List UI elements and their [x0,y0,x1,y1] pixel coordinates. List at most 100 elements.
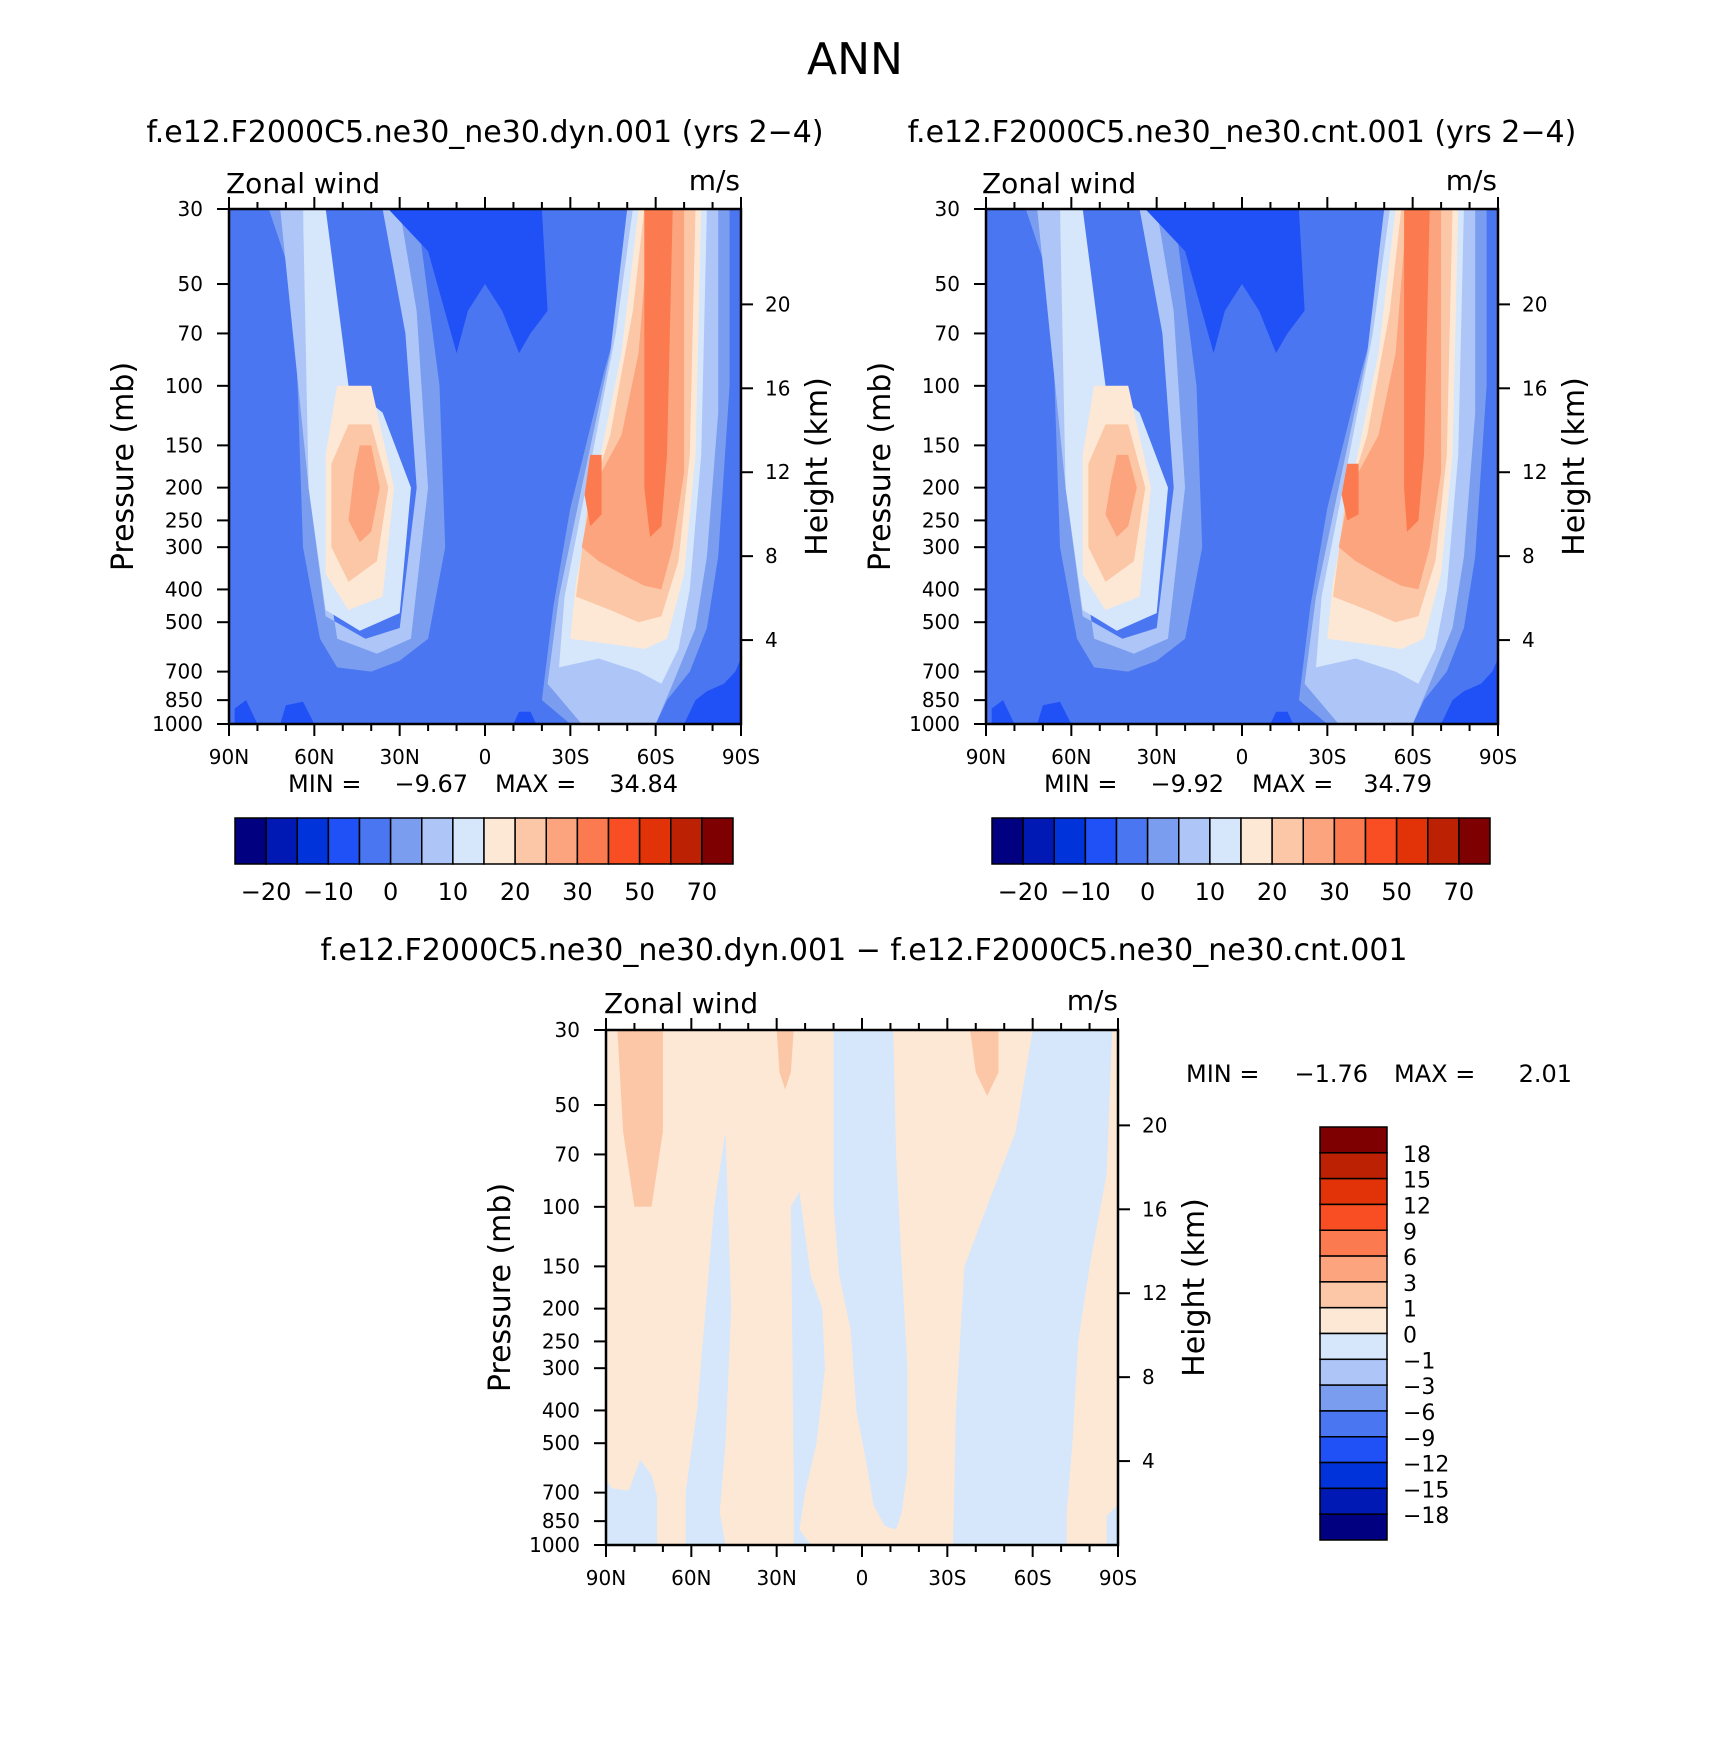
panel-diff-xtick-label: 0 [856,1566,869,1590]
panel-cnt-field [986,209,1498,724]
panel-cnt-ylabel-right: Height (km) [1557,377,1592,556]
panel-cnt-units: m/s [1446,164,1497,197]
panel-cnt-ytick-label: 1000 [909,712,960,736]
panel-diff-ytick-label: 70 [555,1142,580,1166]
panel-dyn-plot: 90N 60N 30N 0 30S 60S 90S 30 50 70 100 150 200 250 300… [106,197,835,769]
panel-dyn-ytick-label: 700 [165,660,203,684]
panel-dyn-ytick-label: 300 [165,535,203,559]
panel-diff-ytick-label: 30 [555,1018,580,1042]
panel-cnt: f.e12.F2000C5.ne30_ne30.cnt.001 (yrs 2−4… [863,115,1592,906]
panel-diff-ytick-label: 400 [542,1398,580,1422]
panel-diff-colorbar-label: −18 [1403,1504,1449,1529]
panel-diff-htick-label: 20 [1142,1113,1167,1137]
panel-cnt-colorbar-label: 30 [1319,878,1350,906]
panel-dyn-colorbar-box [607,817,641,865]
panel-dyn-colorbar-box [327,817,361,865]
panel-cnt-ytick-label: 300 [922,535,960,559]
panel-diff-band-7-5 [1106,1504,1118,1545]
panel-dyn-colorbar-box [265,817,298,865]
panel-diff-xtick-label: 60S [1014,1566,1052,1590]
panel-dyn-variable: Zonal wind [226,167,380,200]
panel-dyn-colorbar-box [545,817,579,865]
panel-cnt-xtick-label: 60N [1051,745,1091,769]
panel-dyn-ytick-label: 250 [165,508,203,532]
panel-diff-colorbar-label: 15 [1403,1169,1431,1194]
panel-diff-htick-label: 8 [1142,1365,1155,1389]
panel-cnt-xtick-label: 30S [1308,745,1346,769]
panel-dyn-colorbar-label: −20 [241,878,292,906]
panel-dyn-ytick-label: 150 [165,433,203,457]
panel-cnt-htick-label: 16 [1522,376,1547,400]
panel-dyn-ytick-label: 100 [165,374,203,398]
panel-diff-colorbar-label: 3 [1403,1272,1417,1297]
panel-dyn-colorbar-label: 70 [687,878,718,906]
panel-cnt-colorbar-box [1458,817,1491,865]
panel-diff-colorbar-label: −1 [1403,1349,1435,1374]
panel-diff-colorbar-box [1319,1410,1388,1438]
panel-cnt-xtick-label: 30N [1136,745,1176,769]
panel-diff-colorbar-box [1319,1306,1388,1335]
panel-cnt-colorbar-box [1364,817,1398,865]
panel-diff-htick-label: 12 [1142,1281,1167,1305]
panel-cnt-ytick-label: 200 [922,476,960,500]
panel-dyn-band-11-0 [584,454,602,527]
panel-dyn-band-6-0 [268,209,429,654]
panel-cnt-colorbar-label: 10 [1195,878,1226,906]
panel-diff-colorbar-box [1319,1332,1388,1361]
panel-cnt-htick-label: 8 [1522,544,1535,568]
panel-dyn-xtick-label: 30S [551,745,589,769]
panel-diff-plot: 90N 60N 30N 0 30S 60S 90S 30 50 70 100 150 200 250 300… [483,1018,1212,1590]
panel-diff-htick-label: 4 [1142,1449,1155,1473]
panel-cnt-max-label: MAX = [1252,770,1333,798]
panel-diff-colorbar-box [1319,1152,1388,1180]
panel-dyn-max-value: 34.84 [609,770,678,798]
panel-cnt-ytick-label: 50 [935,272,960,296]
panel-cnt-htick-label: 20 [1522,292,1547,316]
panel-dyn-colorbar-label: 50 [624,878,655,906]
panel-diff-ytick-label: 700 [542,1481,580,1505]
panel-cnt-colorbar-box [1333,817,1367,865]
panel-cnt-colorbar-box [1427,817,1460,865]
panel-cnt-xtick-label: 0 [1236,745,1249,769]
panel-diff-ylabel: Pressure (mb) [483,1183,518,1392]
panel-dyn-ytick-label: 850 [165,688,203,712]
panel-cnt-ytick-label: 70 [935,321,960,345]
panel-cnt-plot: 90N 60N 30N 0 30S 60S 90S 30 50 70 100 150 200 250 300… [863,197,1592,769]
panel-diff-colorbar-box [1319,1461,1388,1490]
panel-dyn-band-3-4 [684,658,741,724]
panel-cnt-colorbar-box [1178,817,1211,865]
panel-cnt-colorbar-box [1053,817,1087,865]
panel-dyn-colorbar-label: 20 [500,878,531,906]
panel-dyn-colorbar: −20 −10 0 10 20 30 50 70 [234,817,734,906]
panel-diff: f.e12.F2000C5.ne30_ne30.dyn.001 − f.e12.… [320,933,1572,1590]
panel-diff-colorbar-label: 1 [1403,1298,1417,1323]
panel-dyn-htick-label: 12 [765,460,790,484]
panel-diff-colorbar-label: −12 [1403,1453,1449,1478]
panel-diff-colorbar-label: −9 [1403,1427,1435,1452]
panel-dyn-colorbar-box [483,817,516,865]
panel-diff-max-value: 2.01 [1519,1060,1572,1088]
panel-diff-xtick-label: 60N [671,1566,711,1590]
panel-dyn-title: f.e12.F2000C5.ne30_ne30.dyn.001 (yrs 2−4… [146,115,823,150]
panel-diff-band-7-0 [606,1459,658,1545]
panel-cnt-colorbar-label: 50 [1381,878,1412,906]
panel-dyn-band-11-1 [644,209,673,537]
panel-cnt-colorbar-box [1115,817,1149,865]
panel-cnt-band-11-0 [1341,463,1359,521]
panel-cnt-htick-label: 12 [1522,460,1547,484]
panel-dyn-band-3-3 [513,711,537,724]
panel-dyn-xtick-label: 90S [722,745,760,769]
panel-dyn-colorbar-box [514,817,547,865]
panel-diff-variable: Zonal wind [604,987,758,1020]
panel-dyn-band-3-2 [280,701,315,724]
panel-dyn-xtick-label: 60N [294,745,334,769]
panel-cnt-band-3-3 [1270,711,1294,724]
panel-diff-field [606,1030,1118,1545]
panel-diff-ytick-label: 100 [542,1195,580,1219]
panel-diff-colorbar-label: 0 [1403,1324,1417,1349]
panel-dyn-band-3-1 [234,700,258,724]
panel-dyn-min-label: MIN = [288,770,361,798]
panel-cnt-colorbar-box [991,817,1024,865]
